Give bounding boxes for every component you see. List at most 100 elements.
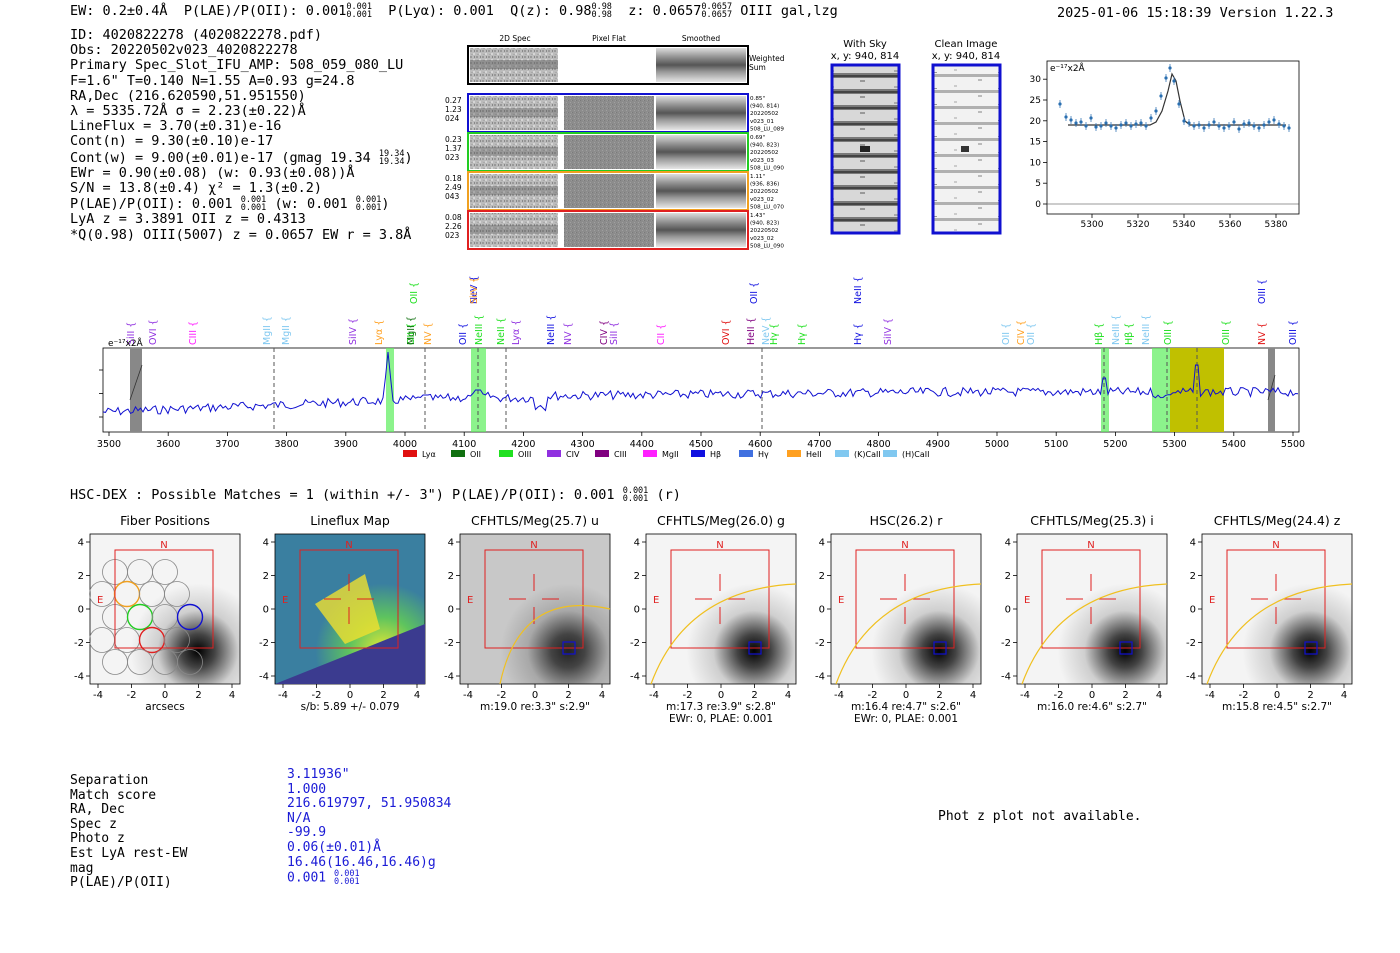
spectral-line-label: OVI { bbox=[148, 319, 159, 345]
cutout-right-label: 508_LU_090 bbox=[750, 243, 784, 249]
ellipse-aperture bbox=[499, 605, 611, 685]
aperture-box bbox=[484, 549, 584, 649]
east-label: E bbox=[1024, 595, 1030, 606]
ytick-label: 25 bbox=[1030, 96, 1041, 106]
info-radec: RA,Dec (216.620590,51.951550) bbox=[70, 87, 306, 104]
imaging-panels: Fiber Positions N E -4 -4 -2 -2 0 0 2 2 4 4 arcsecs Li… bbox=[50, 512, 1353, 732]
photz-message: Phot z plot not available. bbox=[938, 809, 1142, 824]
info-lineflux: LineFlux = 3.70(±0.31)e-16 bbox=[70, 118, 282, 135]
panel-caption: m:17.3 re:3.9" s:2.8" bbox=[666, 701, 776, 713]
dashed-markers bbox=[273, 348, 1198, 432]
panel-caption: m:16.0 re:4.6" s:2.7" bbox=[1037, 701, 1147, 713]
xtick-label: 2 bbox=[751, 690, 757, 701]
hsc-dex-title: HSC-DEX : Possible Matches = 1 (within +… bbox=[70, 486, 681, 504]
spectral-line-label: OIII { bbox=[1221, 320, 1232, 345]
xtick-label: 3800 bbox=[275, 439, 299, 450]
info-id: ID: 4020822278 (4020822278.pdf) bbox=[70, 27, 322, 43]
match-label: Spec z bbox=[70, 816, 117, 832]
fiber-circle bbox=[164, 581, 190, 607]
cutout-2d-spec bbox=[470, 213, 558, 247]
ytick-label: -2 bbox=[1001, 638, 1011, 649]
cutout-2d-trace bbox=[470, 186, 558, 195]
cutout-right-label: (936, 836) bbox=[750, 182, 779, 188]
cutout-2d-trace bbox=[470, 147, 558, 156]
match-value: 0.001 0.001 0.001 bbox=[287, 869, 360, 888]
legend-label: (H)CaII bbox=[902, 450, 929, 459]
match-value: 16.46(16.46,16.46)g bbox=[287, 854, 436, 870]
info-plae: P(LAE)/P(OII): 0.001 0.001 0.001 (w: 0.00… bbox=[70, 195, 390, 214]
xtick-label: 3600 bbox=[156, 439, 180, 450]
data-point bbox=[1104, 121, 1108, 125]
spectral-line-label: CIV { bbox=[599, 320, 610, 345]
data-point bbox=[1192, 124, 1196, 128]
xtick-label: 0 bbox=[347, 690, 353, 701]
east-label: E bbox=[1209, 595, 1215, 606]
spectrum-xticks: 3500 3600 3700 3800 3900 4000 4100 4200 4300 4400… bbox=[97, 432, 1305, 450]
spectral-line-label: OVI { bbox=[721, 319, 732, 345]
match-value: 216.619797, 51.950834 bbox=[287, 796, 452, 812]
ytick-label: 4 bbox=[78, 538, 84, 549]
header-summary: EW: 0.2±0.4Å P(LAE)/P(OII): 0.001 0.001 0.… bbox=[70, 2, 838, 20]
spectral-line-label: OII { bbox=[1001, 323, 1012, 345]
match-label: P(LAE)/P(OII) bbox=[70, 875, 172, 891]
ytick-label: 4 bbox=[448, 538, 454, 549]
xtick-label: 4700 bbox=[807, 439, 831, 450]
panel-caption: m:15.8 re:4.5" s:2.7" bbox=[1222, 701, 1332, 713]
line-fit-model bbox=[1068, 72, 1286, 126]
data-point bbox=[1237, 127, 1241, 131]
with-sky-title: With Sky bbox=[843, 39, 887, 50]
cutout-pixel-flat bbox=[564, 213, 654, 247]
data-point bbox=[1144, 124, 1148, 128]
xtick-label: 2 bbox=[380, 690, 386, 701]
data-point bbox=[1099, 124, 1103, 128]
ytick-label: 2 bbox=[78, 571, 84, 582]
imaging-panel: Lineflux Map N E -4 -4 -2 -2 0 0 2 2 4 4 s/b: 5.89 +/… bbox=[259, 513, 426, 713]
header-version: Version 1.22.3 bbox=[1219, 5, 1334, 21]
xtick-label: 0 bbox=[903, 690, 909, 701]
masked-region-left bbox=[130, 348, 142, 432]
imaging-panel: CFHTLS/Meg(24.4) z N E -4 -4 -2 -2 0 0 2 2 4 4 m:15.8… bbox=[1186, 513, 1353, 713]
ytick-label: 0 bbox=[78, 605, 84, 616]
ytick-label: 4 bbox=[1190, 538, 1196, 549]
xtick-label: 0 bbox=[1089, 690, 1095, 701]
xtick-label: 4600 bbox=[748, 439, 772, 450]
north-label: N bbox=[716, 540, 723, 551]
cutout-right-label: 20220502 bbox=[750, 189, 778, 195]
data-point bbox=[1159, 94, 1163, 98]
match-label: RA, Dec bbox=[70, 802, 125, 818]
oii-region bbox=[386, 348, 394, 432]
ellipse-aperture bbox=[1021, 583, 1168, 685]
data-point bbox=[1222, 126, 1226, 130]
xtick-label: 4500 bbox=[689, 439, 713, 450]
cutout-right-label: (940, 823) bbox=[750, 143, 779, 149]
info-lambda: λ = 5335.72Å σ = 2.23(±0.22)Å bbox=[70, 103, 306, 120]
cutout-right-label: 20220502 bbox=[750, 228, 778, 234]
data-point bbox=[1267, 120, 1271, 124]
xtick-label: 5400 bbox=[1222, 439, 1246, 450]
cutout-left-label: 1.23 bbox=[445, 105, 462, 114]
weighted-sum-smoothed bbox=[656, 48, 746, 82]
weighted-label: Weighted bbox=[749, 54, 785, 63]
line-fit-yticks: 0 5 10 15 20 25 30 bbox=[1030, 75, 1047, 210]
data-point bbox=[1257, 126, 1261, 130]
header-qz: Q(z): 0.98 bbox=[510, 3, 592, 19]
aperture-box bbox=[114, 549, 214, 649]
legend-label: CIII bbox=[614, 450, 627, 459]
data-point bbox=[1227, 124, 1231, 128]
spectral-line-label: NeIII { bbox=[474, 315, 485, 345]
aperture-box bbox=[855, 549, 955, 649]
xtick-label: -2 bbox=[312, 690, 322, 701]
panel-image bbox=[645, 533, 797, 685]
info-fwhm: F=1.6" T=0.140 N=1.55 A=0.93 g=24.8 bbox=[70, 72, 355, 89]
legend-label: HeII bbox=[806, 450, 822, 459]
ytick-label: 0 bbox=[819, 605, 825, 616]
cutout-left-label: 0.23 bbox=[445, 135, 462, 144]
spectral-line-label: OIII { bbox=[1257, 279, 1268, 304]
ytick-label: 0 bbox=[634, 605, 640, 616]
info-sn: S/N = 13.8(±0.4) χ² = 1.3(±0.2) bbox=[70, 180, 322, 197]
data-point bbox=[1139, 121, 1143, 125]
xtick-label: -4 bbox=[649, 690, 659, 701]
ytick-label: -4 bbox=[444, 672, 454, 683]
spectrum-unit: e⁻¹⁷x2Å bbox=[108, 337, 144, 349]
xtick-label: -4 bbox=[1020, 690, 1030, 701]
